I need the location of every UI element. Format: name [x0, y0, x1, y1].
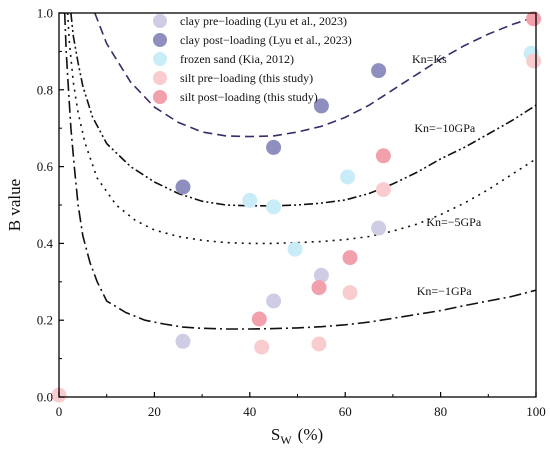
y-tick-label: 0.6 [37, 159, 54, 174]
data-point-s4-6 [526, 53, 542, 69]
x-tick-label: 20 [148, 404, 161, 419]
data-point-s4-5 [375, 182, 391, 198]
model-curves [63, 13, 536, 330]
data-point-s2-4 [371, 63, 387, 79]
data-point-s3-1 [242, 192, 258, 208]
data-point-s4-4 [342, 285, 358, 301]
curve-label-3: Kn=−5GPa [426, 215, 482, 229]
data-point-s3-2 [266, 199, 282, 215]
curve-line-2 [70, 13, 536, 207]
y-tick-label: 0.8 [37, 82, 53, 97]
x-axis-ticks: 0 20 40 60 80 100 [56, 392, 546, 419]
y-tick-label: 0.4 [37, 236, 54, 251]
legend-label-2: clay post−loading (Lyu et al., 2023) [180, 33, 352, 47]
data-point-s5-5 [526, 11, 542, 27]
data-point-s5-2 [311, 280, 327, 296]
data-point-s1-1 [175, 333, 191, 349]
legend-label-1: clay pre−loading (Lyu et al., 2023) [180, 14, 347, 28]
data-point-s1-3 [313, 267, 329, 283]
x-tick-label: 40 [243, 404, 256, 419]
data-points [51, 11, 542, 403]
curve-line-3 [66, 13, 536, 245]
curve-line-4 [63, 13, 536, 330]
x-tick-label: 100 [526, 404, 546, 419]
x-tick-label: 60 [339, 404, 352, 419]
x-axis-title-subscript: W [280, 433, 292, 447]
legend-label-5: silt post−loading (this study) [180, 90, 318, 104]
data-point-s4-3 [311, 336, 327, 352]
data-point-s5-3 [342, 250, 358, 266]
data-point-s3-4 [340, 169, 356, 185]
curve-annotations: Kn=Ks Kn=−10GPa Kn=−5GPa Kn=−1GPa [412, 52, 482, 298]
legend-label-3: frozen sand (Kia, 2012) [180, 52, 294, 66]
y-axis-title: B value [5, 179, 24, 231]
curve-line-1 [94, 13, 536, 138]
legend-marker-3 [153, 52, 167, 66]
legend-marker-1 [153, 14, 167, 28]
legend-marker-4 [153, 71, 167, 85]
data-point-s2-2 [266, 139, 282, 155]
curve-label-4: Kn=−1GPa [417, 284, 473, 298]
data-point-s5-4 [375, 148, 391, 164]
x-tick-label: 80 [434, 404, 447, 419]
legend-marker-2 [153, 33, 167, 47]
data-point-s5-1 [251, 311, 267, 327]
legend: clay pre−loading (Lyu et al., 2023) clay … [153, 14, 352, 104]
y-axis-ticks: 0.0 0.2 0.4 0.6 0.8 1.0 [37, 6, 64, 405]
y-tick-label: 0.0 [37, 390, 53, 405]
data-point-s3-3 [287, 241, 303, 257]
data-point-s1-2 [266, 293, 282, 309]
x-axis-title-main: S [271, 425, 280, 444]
data-point-s2-3 [313, 98, 329, 114]
y-tick-label: 0.2 [37, 313, 53, 328]
data-point-s2-1 [175, 179, 191, 195]
x-axis-title-unit: (%) [298, 425, 323, 444]
y-tick-label: 1.0 [37, 6, 53, 21]
x-tick-label: 0 [56, 404, 63, 419]
legend-marker-5 [153, 90, 167, 104]
curve-label-1: Kn=Ks [412, 52, 447, 66]
curve-label-2: Kn=−10GPa [414, 121, 476, 135]
x-axis-title: SW (%) [271, 425, 323, 447]
data-point-s4-2 [254, 339, 270, 355]
data-point-s1-4 [371, 220, 387, 236]
legend-label-4: silt pre−loading (this study) [180, 71, 313, 85]
